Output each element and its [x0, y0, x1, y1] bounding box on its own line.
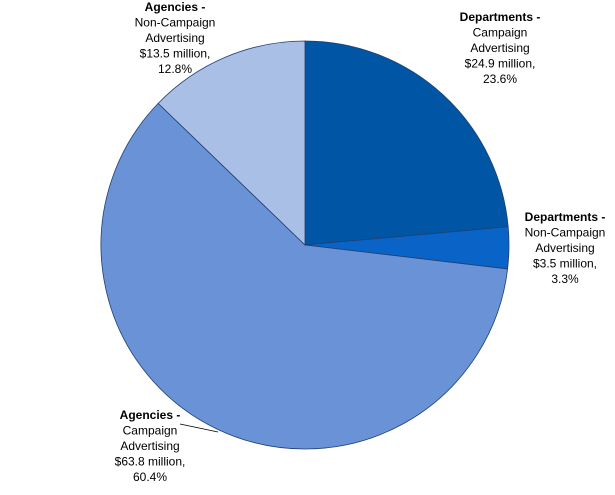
slice-label-detail: Campaign — [473, 26, 528, 40]
slice-label-name: Agencies - — [145, 0, 206, 14]
slice-label-detail: Campaign — [123, 424, 178, 438]
slice-label-detail: Non-Campaign — [525, 226, 606, 240]
slice-value-label: 60.4% — [133, 470, 167, 484]
slice-value-label: 23.6% — [483, 72, 517, 86]
pie-slice — [157, 40, 306, 246]
slice-label-name: Departments - — [525, 210, 606, 224]
slice-label-name: Agencies - — [120, 408, 181, 422]
slice-label-detail: $3.5 million, — [533, 257, 597, 271]
pie-slice — [304, 40, 509, 246]
slice-label-name: Departments - — [460, 10, 541, 24]
slice-label-detail: Advertising — [470, 41, 529, 55]
slice-value-label: 12.8% — [158, 62, 192, 76]
slice-label-detail: Advertising — [120, 439, 179, 453]
pie-slice — [100, 102, 509, 450]
slice-label-detail: $13.5 million, — [140, 47, 211, 61]
slice-label-detail: Advertising — [535, 241, 594, 255]
slice-label-detail: $24.9 million, — [465, 57, 536, 71]
leader-line — [179, 423, 219, 433]
slice-label-detail: Advertising — [145, 31, 204, 45]
slice-label-detail: $63.8 million, — [115, 455, 186, 469]
slice-value-label: 3.3% — [551, 272, 579, 286]
slice-label-detail: Non-Campaign — [135, 16, 216, 30]
